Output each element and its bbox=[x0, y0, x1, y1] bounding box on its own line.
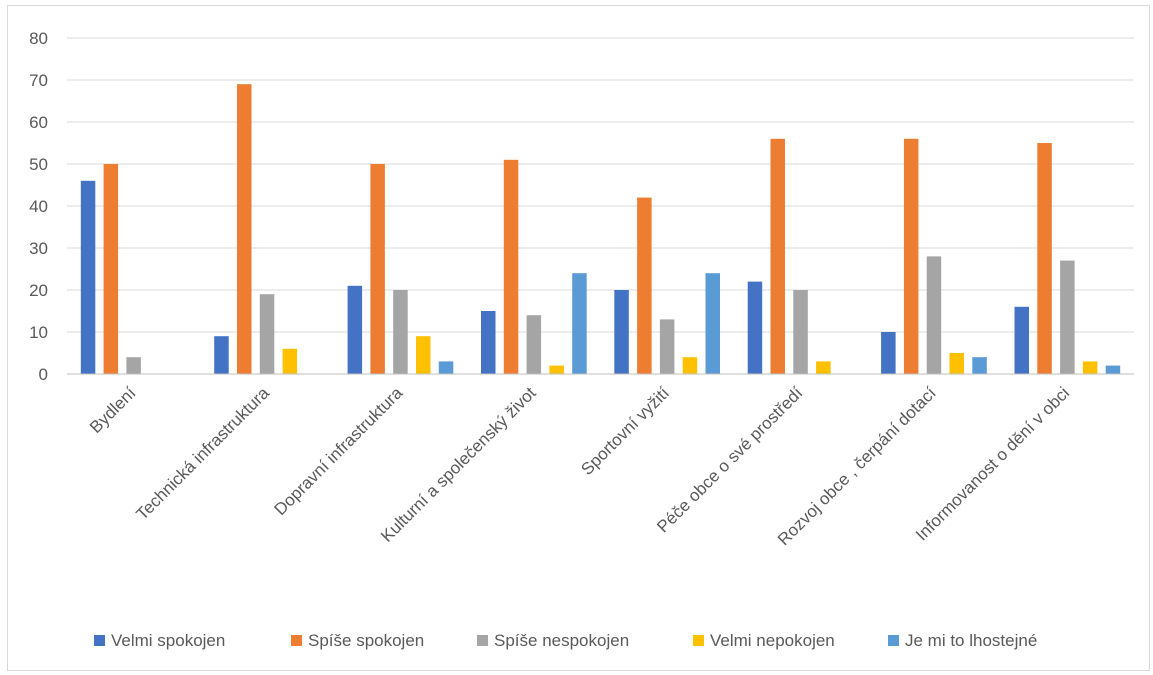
bar bbox=[793, 290, 808, 374]
chart-container: 0 10 20 30 40 50 60 70 80 Bydlení Technická infra… bbox=[7, 5, 1150, 671]
bar bbox=[237, 84, 252, 374]
bar bbox=[1014, 306, 1029, 374]
bar bbox=[770, 138, 785, 374]
bar bbox=[347, 285, 363, 374]
x-tick-label: Technická infrastruktura bbox=[133, 383, 274, 524]
y-tick-label: 40 bbox=[29, 197, 48, 216]
y-axis-ticks: 0 10 20 30 40 50 60 70 80 bbox=[29, 29, 48, 384]
gridlines bbox=[67, 37, 1134, 333]
y-tick-label: 80 bbox=[29, 29, 48, 48]
x-tick-label: Kulturní a společenský život bbox=[377, 383, 540, 546]
bar bbox=[949, 353, 964, 374]
bar bbox=[259, 294, 275, 374]
x-tick-label: Dopravní infrastruktura bbox=[271, 383, 407, 519]
legend-label: Je mi to lhostejné bbox=[905, 631, 1037, 650]
y-tick-label: 10 bbox=[29, 323, 48, 342]
y-tick-label: 70 bbox=[29, 71, 48, 90]
bar bbox=[103, 164, 119, 374]
x-tick-label: Informovanost o dění v obci bbox=[912, 383, 1073, 544]
bar bbox=[926, 256, 942, 374]
legend-label: Velmi nepokojen bbox=[710, 631, 835, 650]
bar bbox=[438, 361, 454, 374]
y-tick-label: 50 bbox=[29, 155, 48, 174]
bar bbox=[526, 315, 542, 374]
bar bbox=[126, 357, 141, 374]
legend-swatch bbox=[477, 635, 488, 646]
x-tick-label: Rozvoj obce , čerpání dotací bbox=[774, 383, 940, 549]
bar bbox=[881, 332, 896, 374]
bar bbox=[1060, 260, 1075, 374]
y-tick-label: 20 bbox=[29, 281, 48, 300]
bar bbox=[370, 164, 385, 374]
legend-swatch bbox=[693, 635, 704, 646]
legend: Velmi spokojen Spíše spokojen Spíše nespok… bbox=[94, 631, 1037, 650]
legend-label: Velmi spokojen bbox=[111, 631, 225, 650]
legend-label: Spíše nespokojen bbox=[494, 631, 629, 650]
x-tick-label: Bydlení bbox=[86, 383, 140, 437]
bars bbox=[80, 84, 1121, 374]
bar bbox=[481, 311, 496, 374]
bar bbox=[659, 319, 675, 374]
legend-swatch bbox=[94, 635, 105, 646]
x-tick-label: Péče obce o své prostředí bbox=[653, 383, 806, 536]
bar bbox=[416, 336, 431, 374]
bar bbox=[572, 273, 587, 374]
bar bbox=[549, 365, 564, 374]
legend-swatch bbox=[888, 635, 899, 646]
legend-swatch bbox=[291, 635, 302, 646]
bar bbox=[80, 180, 96, 374]
bar bbox=[903, 138, 919, 374]
bar bbox=[682, 357, 698, 374]
bar bbox=[282, 348, 298, 374]
x-tick-label: Sportovní vyžití bbox=[577, 383, 673, 479]
bar bbox=[214, 336, 229, 374]
y-tick-label: 60 bbox=[29, 113, 48, 132]
bar bbox=[1082, 361, 1098, 374]
bar bbox=[393, 290, 408, 374]
bar bbox=[816, 361, 831, 374]
bar bbox=[972, 357, 987, 374]
bar bbox=[747, 281, 763, 374]
y-tick-label: 30 bbox=[29, 239, 48, 258]
y-tick-label: 0 bbox=[39, 365, 48, 384]
bar bbox=[503, 159, 519, 374]
bar bbox=[1037, 143, 1052, 374]
legend-label: Spíše spokojen bbox=[308, 631, 424, 650]
bar bbox=[705, 273, 720, 374]
bar bbox=[614, 290, 629, 374]
bar bbox=[637, 197, 652, 374]
bar bbox=[1105, 365, 1121, 374]
